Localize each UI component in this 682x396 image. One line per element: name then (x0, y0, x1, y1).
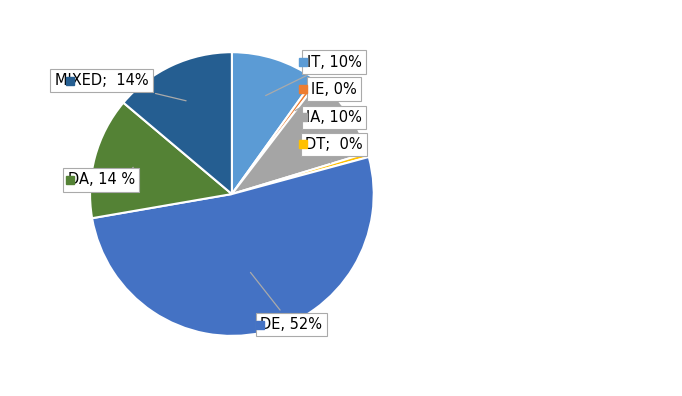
Text: DE, 52%: DE, 52% (250, 272, 323, 332)
Wedge shape (92, 157, 374, 336)
Wedge shape (232, 153, 369, 194)
Text: IA, 10%: IA, 10% (306, 110, 362, 134)
Text: DA, 14 %: DA, 14 % (68, 168, 135, 187)
Wedge shape (232, 52, 314, 194)
Text: IT, 10%: IT, 10% (265, 55, 361, 95)
Text: IE, 0%: IE, 0% (295, 82, 357, 110)
Wedge shape (123, 52, 232, 194)
Text: MIXED;  14%: MIXED; 14% (55, 73, 186, 101)
Text: DT;  0%: DT; 0% (306, 137, 363, 163)
Wedge shape (232, 79, 318, 194)
Wedge shape (90, 103, 232, 218)
Wedge shape (232, 82, 368, 194)
